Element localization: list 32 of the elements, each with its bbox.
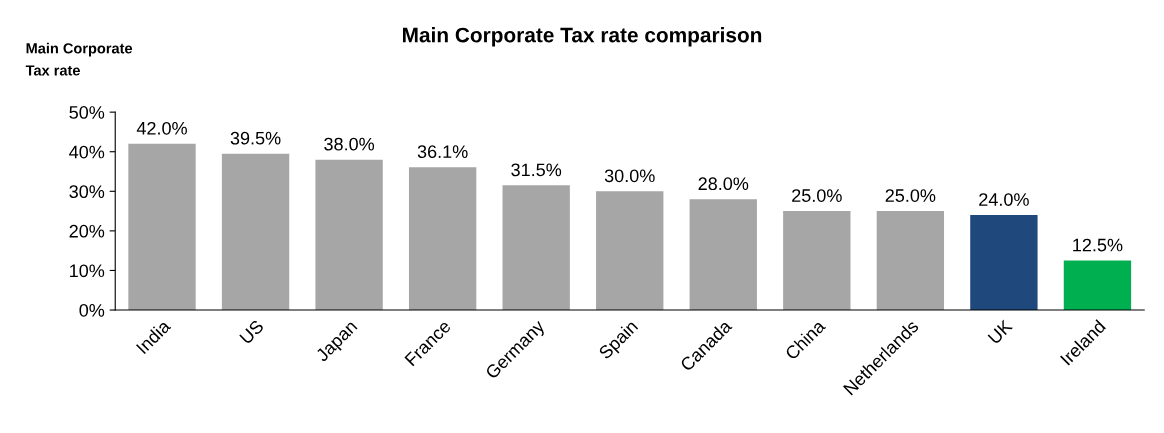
data-label: 38.0% (324, 137, 375, 151)
data-label: 31.5% (511, 163, 562, 177)
bar (596, 191, 664, 311)
data-label: 36.1% (417, 145, 468, 159)
x-tick-label: UK (987, 318, 1014, 345)
data-label: 39.5% (230, 131, 281, 145)
data-label: 12.5% (1073, 238, 1123, 252)
y-tick-label: 50% (69, 106, 105, 119)
data-label: 28.0% (698, 177, 749, 191)
bar (128, 143, 196, 311)
bar (221, 153, 290, 311)
chart-title: Main Corporate Tax rate comparison (402, 27, 762, 47)
data-label: 24.0% (979, 193, 1029, 206)
bar (970, 215, 1038, 311)
y-tick-label: 30% (69, 185, 105, 199)
data-label: 30.0% (604, 169, 655, 183)
data-label: 25.0% (792, 189, 842, 202)
bar (876, 211, 945, 311)
y-tick-label: 20% (69, 224, 105, 238)
bar (408, 167, 477, 311)
y-tick-label: 0% (79, 303, 105, 317)
y-tick-label: 40% (69, 145, 105, 159)
data-label: 42.0% (136, 121, 187, 135)
y-tick-label: 10% (70, 264, 105, 278)
x-tick-label: US (239, 319, 265, 345)
bar (502, 185, 570, 311)
data-label: 25.0% (885, 189, 936, 202)
bar (689, 199, 757, 311)
bar (783, 211, 851, 311)
y-axis-title: Main Corporate Tax rate (25, 42, 133, 76)
bar (315, 159, 383, 311)
bar (1063, 260, 1132, 311)
